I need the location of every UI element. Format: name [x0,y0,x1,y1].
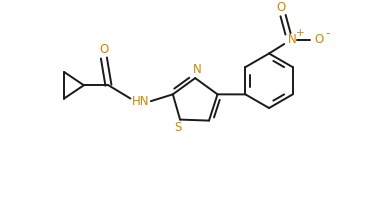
Text: O: O [315,33,324,46]
Text: S: S [174,121,182,134]
Text: -: - [325,27,330,40]
Text: O: O [99,43,108,56]
Text: O: O [277,1,286,14]
Text: N: N [193,63,202,76]
Text: N: N [287,33,296,46]
Text: +: + [296,28,304,38]
Text: HN: HN [132,95,149,108]
